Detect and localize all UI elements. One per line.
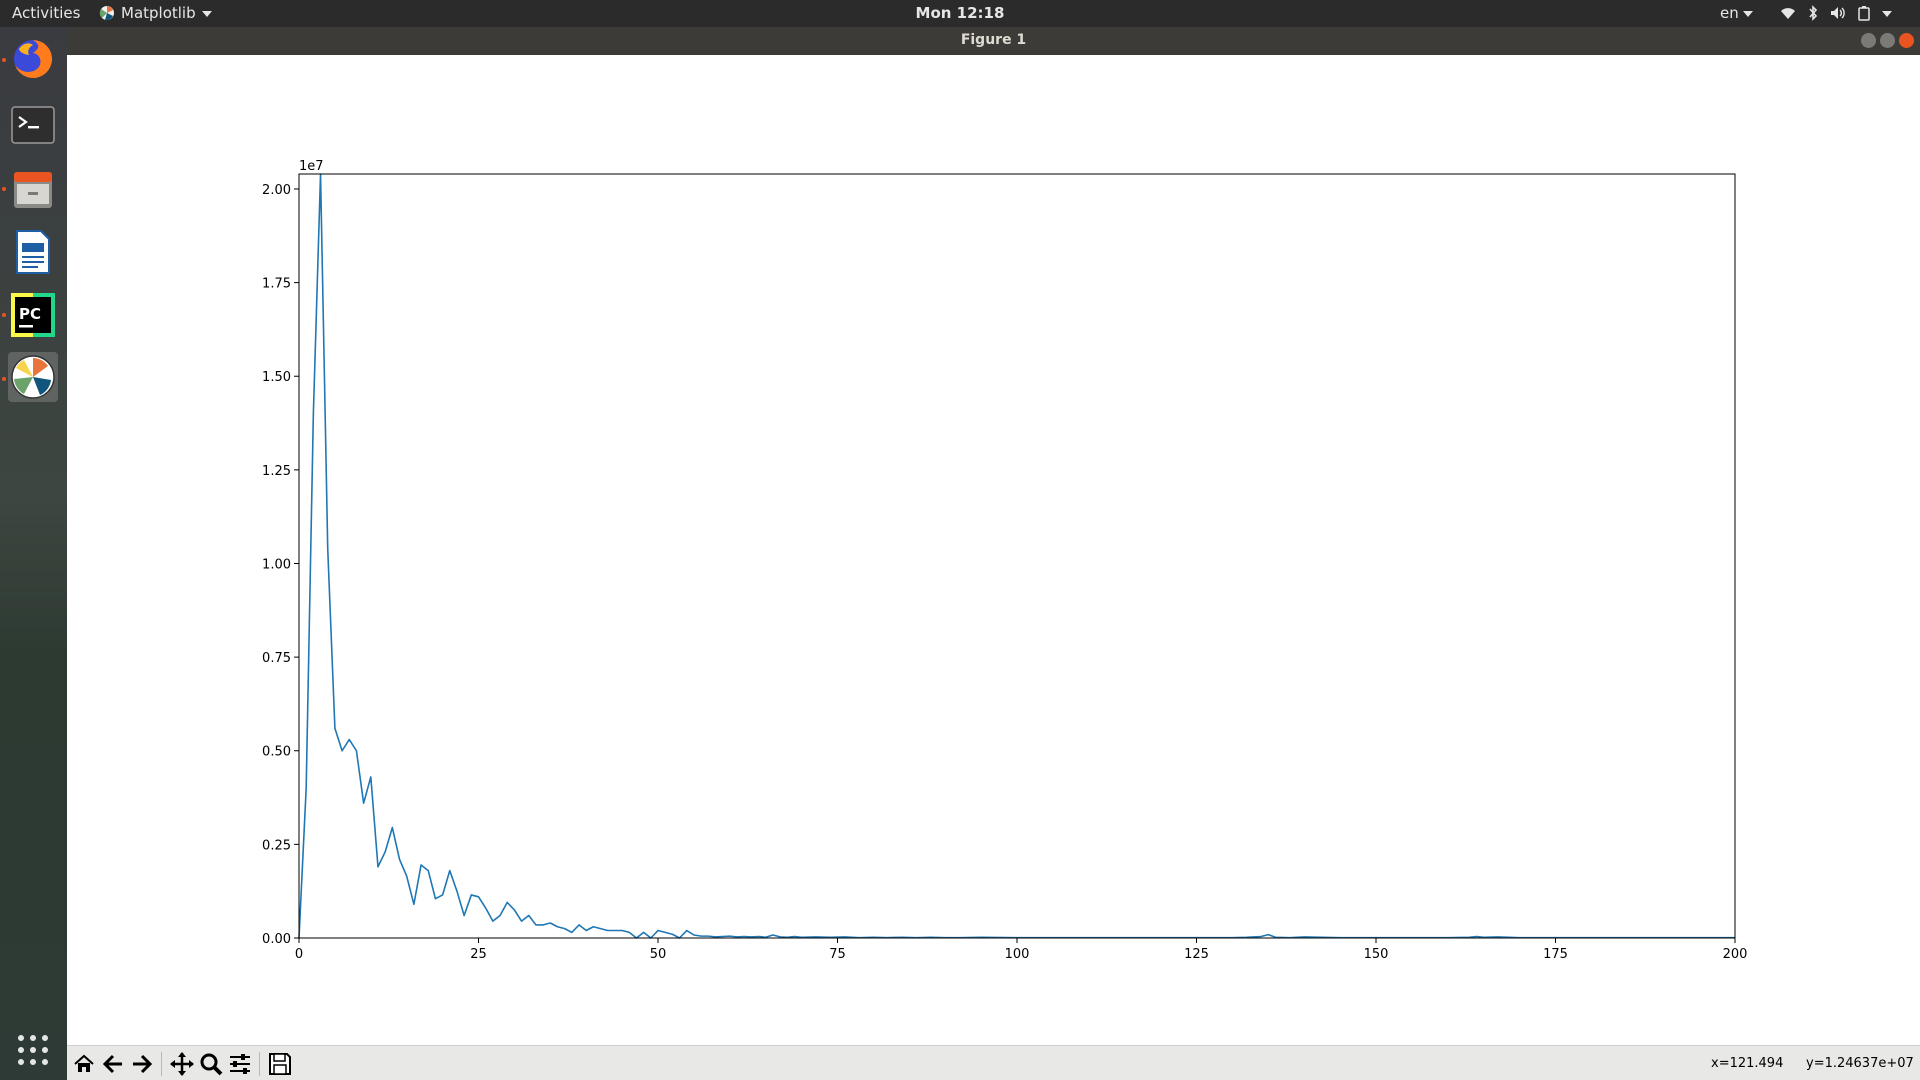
matplotlib-icon: [11, 355, 55, 399]
svg-text:PC: PC: [19, 305, 41, 323]
save-icon: [269, 1053, 291, 1075]
y-tick-label: 0.25: [262, 838, 291, 853]
system-tray[interactable]: [1780, 5, 1892, 21]
app-menu-label: Matplotlib: [121, 4, 196, 22]
bluetooth-icon: [1809, 5, 1818, 21]
y-tick-label: 1.75: [262, 277, 291, 292]
volume-icon: [1831, 7, 1845, 19]
maximize-button[interactable]: [1880, 33, 1895, 48]
pan-icon: [170, 1052, 194, 1076]
window-controls: [1861, 33, 1914, 48]
running-indicator: [2, 313, 6, 317]
toolbar-separator: [161, 1052, 162, 1076]
y-tick-label: 2.00: [262, 183, 291, 198]
figure-canvas[interactable]: 0 25 50 75 100 125 150 175 200 0.00 0.25 0.50 0.75 1.…: [67, 55, 1920, 1045]
show-applications-button[interactable]: [8, 1025, 58, 1075]
y-tick-label: 0.75: [262, 651, 291, 666]
app-menu[interactable]: Matplotlib: [99, 4, 212, 22]
x-tick-label: 0: [295, 947, 303, 962]
dock-item-matplotlib-figure[interactable]: [8, 352, 58, 402]
back-button[interactable]: [100, 1051, 126, 1077]
x-tick-label: 75: [829, 947, 846, 962]
x-tick-label: 175: [1543, 947, 1568, 962]
dock-item-writer[interactable]: [8, 227, 58, 277]
window-title: Figure 1: [960, 32, 1027, 48]
top-bar: Activities Matplotlib Mon 12:18 en: [0, 0, 1920, 27]
running-indicator: [2, 58, 6, 62]
firefox-icon: [14, 39, 53, 78]
y-tick-label: 1.00: [262, 557, 291, 572]
dock-item-pycharm[interactable]: PC: [8, 290, 58, 340]
save-button[interactable]: [267, 1051, 293, 1077]
cursor-y-readout: y=1.24637e+07: [1806, 1056, 1914, 1071]
home-icon: [74, 1054, 94, 1072]
pycharm-icon: PC: [11, 293, 55, 337]
language-label: en: [1720, 4, 1739, 22]
y-tick-label: 1.25: [262, 464, 291, 479]
back-icon: [102, 1054, 122, 1074]
language-menu[interactable]: en: [1720, 4, 1753, 22]
zoom-button[interactable]: [198, 1051, 224, 1077]
forward-icon: [133, 1054, 153, 1074]
x-tick-label: 50: [650, 947, 667, 962]
x-tick-label: 125: [1184, 947, 1209, 962]
dock-item-firefox[interactable]: [8, 34, 58, 84]
grid-icon: [18, 1035, 48, 1065]
running-indicator: [2, 377, 6, 381]
cursor-x-readout: x=121.494: [1711, 1056, 1784, 1071]
terminal-icon: [11, 106, 55, 144]
wifi-icon: [1781, 8, 1795, 19]
dock: PC: [0, 27, 67, 1080]
pan-button[interactable]: [169, 1051, 195, 1077]
y-offset-label: 1e7: [299, 159, 324, 174]
running-indicator: [2, 187, 6, 191]
dock-item-files[interactable]: [8, 164, 58, 214]
activities-button[interactable]: Activities: [12, 4, 81, 22]
x-tick-label: 200: [1723, 947, 1748, 962]
chevron-down-icon: [201, 11, 212, 17]
zoom-icon: [200, 1053, 223, 1076]
home-button[interactable]: [71, 1051, 97, 1077]
clock-label: Mon 12:18: [915, 4, 1005, 22]
dock-item-terminal[interactable]: [8, 100, 58, 150]
battery-icon: [1858, 6, 1870, 21]
close-button[interactable]: [1899, 33, 1914, 48]
writer-icon: [16, 230, 50, 274]
series-line-0: [298, 173, 1735, 939]
minimize-button[interactable]: [1861, 33, 1876, 48]
navigation-toolbar: x=121.494 y=1.24637e+07: [67, 1045, 1920, 1080]
forward-button[interactable]: [129, 1051, 155, 1077]
y-tick-label: 1.50: [262, 370, 291, 385]
matplotlib-app-icon: [99, 6, 114, 21]
files-icon: [14, 172, 52, 208]
line-chart[interactable]: 0 25 50 75 100 125 150 175 200 0.00 0.25 0.50 0.75 1.…: [67, 55, 1920, 1045]
x-tick-label: 100: [1005, 947, 1030, 962]
chevron-down-icon: [1742, 11, 1753, 17]
y-tick-label: 0.50: [262, 745, 291, 760]
configure-subplots-button[interactable]: [227, 1051, 253, 1077]
toolbar-separator: [259, 1052, 260, 1076]
y-tick-label: 0.00: [262, 932, 291, 947]
configure-subplots-icon: [230, 1054, 250, 1074]
axes-frame: [298, 173, 1736, 939]
clock[interactable]: Mon 12:18: [0, 4, 1920, 22]
x-tick-label: 150: [1364, 947, 1389, 962]
chevron-down-icon: [1882, 11, 1892, 17]
x-tick-label: 25: [470, 947, 487, 962]
window-title-bar[interactable]: Figure 1: [67, 27, 1920, 55]
